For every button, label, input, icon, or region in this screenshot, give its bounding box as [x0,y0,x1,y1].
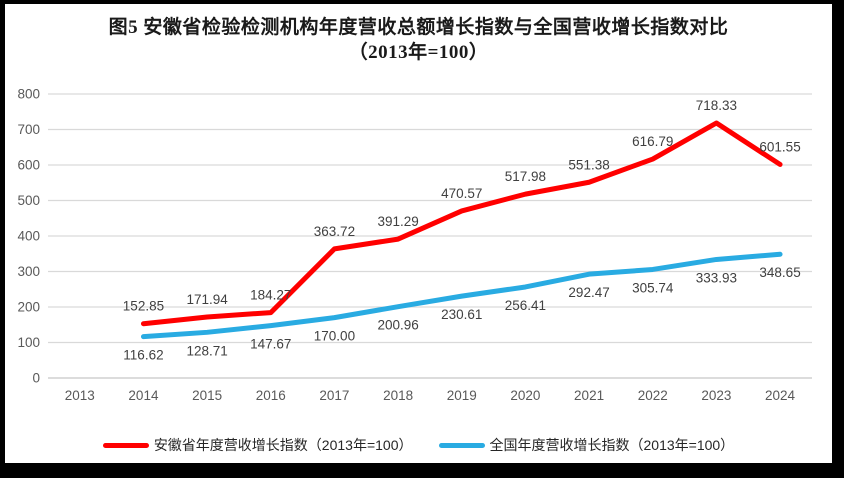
anhui-data-label: 391.29 [377,214,418,229]
red-line-swatch-icon [102,442,149,448]
legend-item-national: 全国年度营收增长指数（2013年=100） [438,435,735,455]
x-axis-tick-label: 2023 [701,388,731,403]
national-data-label: 333.93 [696,270,737,285]
national-data-label: 256.41 [505,298,546,313]
y-axis-tick-label: 400 [17,229,40,244]
x-axis-tick-label: 2016 [256,388,286,403]
series-national-data-labels: 116.62 128.71 147.67 170.00 200.96 230.61 256.… [123,265,800,362]
x-axis-tick-label: 2017 [319,388,349,403]
x-axis-labels: 2013 2014 2015 2016 2017 2018 2019 2020 2021 2022… [65,388,796,403]
anhui-data-label: 184.27 [250,288,291,303]
chart-title: 图5 安徽省检验检测机构年度营收总额增长指数与全国营收增长指数对比 （2013年… [5,15,832,65]
x-axis-tick-label: 2018 [383,388,413,403]
y-axis-tick-label: 100 [17,335,40,350]
national-data-label: 348.65 [759,265,800,280]
y-axis-tick-label: 500 [17,193,40,208]
chart-title-line2: （2013年=100） [348,42,489,63]
x-axis-tick-label: 2022 [638,388,668,403]
national-data-label: 170.00 [314,329,355,344]
legend-label-national: 全国年度营收增长指数（2013年=100） [489,437,735,453]
anhui-polyline [140,120,783,327]
national-data-label: 230.61 [441,307,482,322]
legend-item-anhui: 安徽省年度营收增长指数（2013年=100） [102,435,413,455]
x-axis-tick-label: 2019 [447,388,477,403]
anhui-data-label: 152.85 [123,299,164,314]
x-axis-tick-label: 2013 [65,388,95,403]
series-national-line [140,251,783,340]
series-anhui-data-labels: 152.85 171.94 184.27 363.72 391.29 470.57 517.… [123,98,801,314]
y-axis-tick-label: 200 [17,300,40,315]
anhui-data-label: 171.94 [186,292,228,307]
y-axis-labels: 0 100 200 300 400 500 600 700 800 [17,87,40,386]
anhui-data-label: 616.79 [632,134,673,149]
y-axis-tick-label: 700 [17,122,40,137]
x-axis-tick-label: 2014 [128,388,159,403]
national-data-label: 128.71 [186,343,227,358]
chart-figure: 图5 安徽省检验检测机构年度营收总额增长指数与全国营收增长指数对比 （2013年… [5,4,832,463]
chart-title-line1: 图5 安徽省检验检测机构年度营收总额增长指数与全国营收增长指数对比 [108,17,729,38]
anhui-data-label: 551.38 [568,157,609,172]
national-data-label: 292.47 [568,285,609,300]
y-axis-tick-label: 300 [17,264,40,279]
national-polyline [140,251,783,340]
x-axis-tick-label: 2020 [510,388,540,403]
y-axis-tick-label: 600 [17,158,40,173]
anhui-data-label: 470.57 [441,186,482,201]
national-data-label: 116.62 [123,348,163,363]
y-axis-tick-label: 0 [32,371,40,386]
x-axis-tick-label: 2015 [192,388,222,403]
gridlines [48,93,812,379]
anhui-data-label: 718.33 [696,98,737,113]
legend-label-anhui: 安徽省年度营收增长指数（2013年=100） [153,437,413,453]
anhui-data-label: 363.72 [314,224,355,239]
series-anhui-line [140,120,783,327]
blue-line-swatch-icon [438,442,485,448]
national-data-label: 147.67 [250,337,291,352]
x-axis-tick-label: 2024 [765,388,796,403]
x-axis-tick-label: 2021 [574,388,604,403]
national-data-label: 200.96 [377,318,418,333]
chart-legend: 安徽省年度营收增长指数（2013年=100） 全国年度营收增长指数（2013年=… [5,435,832,455]
anhui-data-label: 601.55 [759,139,800,154]
y-axis-tick-label: 800 [17,87,40,102]
anhui-data-label: 517.98 [505,169,546,184]
national-data-label: 305.74 [632,280,674,295]
